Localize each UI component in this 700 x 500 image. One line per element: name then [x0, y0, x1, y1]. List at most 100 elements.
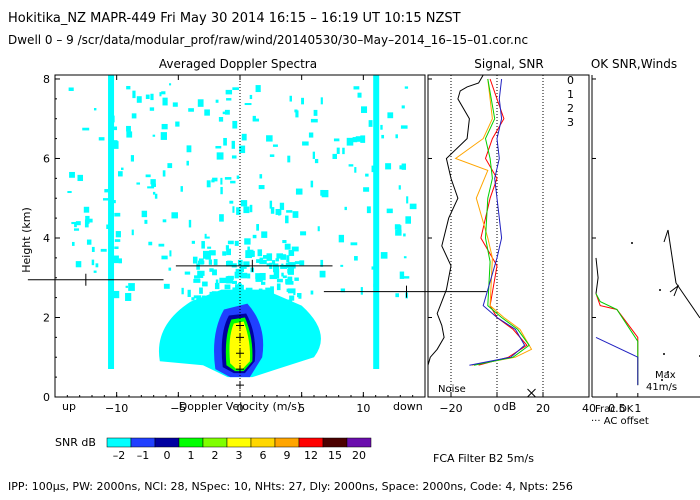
spectra-speckle — [150, 179, 156, 185]
winds-series — [595, 293, 639, 386]
spectra-speckle — [114, 239, 121, 242]
max-label: Max — [655, 370, 676, 381]
spectra-speckle — [360, 135, 366, 143]
spectra-speckle — [219, 214, 224, 222]
spectra-speckle — [161, 123, 168, 130]
spectra-speckle — [106, 224, 109, 229]
spectra-speckle — [399, 271, 405, 279]
spectra-speckle — [125, 285, 128, 288]
spectra-speckle — [225, 260, 233, 267]
spectra-speckle — [213, 259, 218, 266]
snr-marker — [527, 388, 536, 398]
spectra-speckle — [241, 133, 247, 141]
spectra-speckle — [172, 102, 178, 107]
spectra-speckle — [272, 144, 278, 147]
spectra-speckle — [398, 185, 401, 190]
spectra-speckle — [321, 189, 329, 198]
x-tick-label: −10 — [105, 402, 128, 415]
spectra-speckle — [259, 272, 266, 281]
spectra-speckle — [289, 295, 295, 301]
y-tick-label: 8 — [43, 73, 50, 86]
snr-series-3 — [469, 78, 526, 366]
colorbar-swatch — [226, 437, 252, 448]
spectra-speckle — [171, 212, 178, 219]
spectra-speckle — [295, 188, 303, 195]
snr-x-tick-label: 0 — [494, 402, 501, 415]
spectra-speckle — [75, 221, 81, 226]
spectra-speckle — [344, 206, 347, 211]
spectra-speckle — [266, 135, 273, 142]
spectra-speckle — [403, 256, 407, 259]
spectra-speckle — [193, 295, 202, 299]
spectra-speckle — [188, 108, 194, 112]
spectra-speckle — [317, 226, 320, 232]
spectra-speckle — [136, 182, 141, 185]
spectra-speckle — [197, 270, 205, 276]
spectra-speckle — [163, 283, 170, 289]
spectra-speckle — [167, 163, 173, 169]
snr-series-noise — [427, 74, 484, 366]
spectra-speckle — [278, 212, 281, 216]
spectra-speckle — [302, 141, 309, 146]
spectra-speckle — [395, 229, 402, 236]
spectra-speckle — [404, 86, 409, 89]
spectra-speckle — [114, 212, 121, 217]
spectra-speckle — [336, 147, 340, 154]
spectra-speckle — [409, 203, 417, 210]
spectra-speckle — [232, 120, 238, 129]
spectra-speckle — [282, 275, 287, 279]
spectra-speckle — [380, 252, 388, 259]
spectra-speckle — [256, 224, 260, 231]
spectra-speckle — [224, 177, 232, 180]
spectra-speckle — [300, 231, 307, 236]
spectra-speckle — [169, 250, 172, 257]
spectra-speckle — [299, 260, 305, 266]
snr-legend-1: 1 — [567, 88, 574, 101]
spectra-speckle — [286, 255, 290, 263]
spectra-speckle — [225, 245, 229, 250]
spectra-speckle — [148, 241, 153, 246]
spectra-speckle — [340, 288, 346, 293]
spectra-speckle — [225, 89, 233, 95]
spectra-speckle — [280, 254, 287, 260]
spectra-speckle — [161, 255, 168, 260]
colorbar-value: 0 — [164, 449, 171, 462]
spectra-speckle — [261, 281, 266, 285]
spectra-speckle — [255, 85, 261, 93]
spectra-speckle — [265, 287, 272, 293]
spectra-speckle — [232, 206, 235, 213]
spectra-speckle — [387, 112, 394, 119]
spectra-speckle — [232, 280, 238, 284]
winds-series — [595, 336, 639, 386]
spectra-speckle — [266, 253, 273, 261]
spectra-speckle — [381, 134, 385, 139]
colorbar-value: –1 — [137, 449, 150, 462]
spectra-speckle — [239, 284, 244, 291]
colorbar-swatch — [250, 437, 276, 448]
colorbar-value: 6 — [260, 449, 267, 462]
snr-x-tick-label: −20 — [439, 402, 462, 415]
spectra-speckle — [249, 204, 253, 213]
spectra-speckle — [126, 131, 133, 138]
spectra-speckle — [181, 287, 184, 295]
spectra-speckle — [363, 187, 370, 192]
spectra-speckle — [301, 97, 305, 105]
spectra-speckle — [262, 255, 270, 259]
spectra-speckle — [266, 263, 271, 267]
spectra-speckle — [186, 145, 192, 153]
spectra-speckle — [144, 219, 148, 224]
colorbar-title: SNR dB — [55, 436, 96, 449]
header-title: Hokitika_NZ MAPR-449 Fri May 30 2014 16:… — [8, 11, 461, 26]
spectra-speckle — [112, 255, 119, 264]
spectra-speckle — [280, 264, 288, 269]
spectra-speckle — [312, 151, 315, 159]
wind-dot — [631, 242, 633, 244]
spectra-speckle — [223, 137, 227, 146]
spectra-speckle — [222, 251, 227, 256]
spectra-speckle — [194, 275, 201, 279]
spectra-speckle — [308, 132, 314, 138]
mean-velocity-marker — [236, 321, 244, 330]
spectra-speckle — [361, 106, 368, 113]
winds-series — [595, 257, 599, 294]
winds-panel: 0.5 1 — [591, 75, 700, 415]
